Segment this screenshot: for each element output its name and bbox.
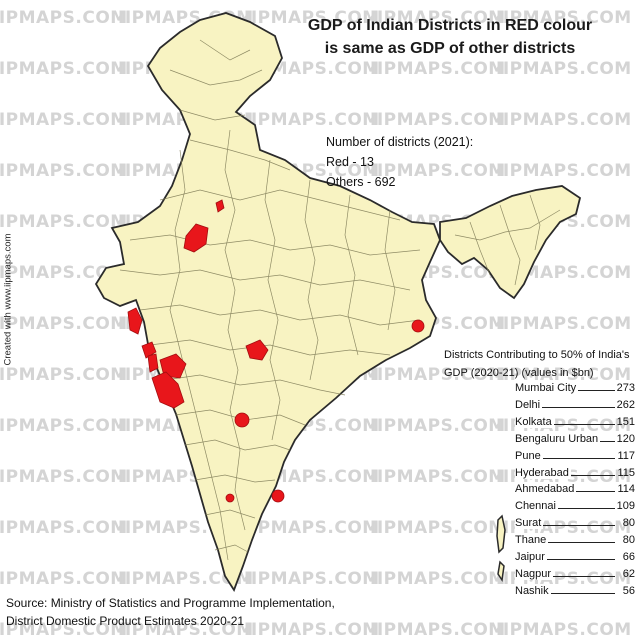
legend-item-name: Delhi — [515, 398, 543, 411]
legend-item: Delhi 262 — [515, 398, 635, 415]
legend-leader-line — [515, 575, 615, 577]
legend-item-value: 56 — [622, 584, 635, 597]
legend-item-value: 120 — [616, 432, 635, 445]
legend-item: Bengaluru Urban 120 — [515, 432, 635, 449]
district-counts: Number of districts (2021): Red - 13 Oth… — [326, 132, 473, 192]
legend-item: Kolkata 151 — [515, 415, 635, 432]
legend-leader-line — [515, 406, 615, 408]
kolkata-district — [411, 319, 425, 333]
mainland-outline — [94, 12, 441, 592]
legend-item: Thane 80 — [515, 534, 635, 550]
legend-item: Chennai 109 — [515, 500, 635, 516]
northeast-outline — [439, 185, 582, 300]
pune-district — [151, 371, 185, 409]
source-note: Source: Ministry of Statistics and Progr… — [6, 594, 335, 630]
legend-item-name: Kolkata — [515, 415, 554, 428]
ahmedabad-district — [127, 307, 143, 335]
legend-item-value: 117 — [617, 449, 635, 462]
surat-district — [141, 341, 157, 359]
legend-title: Districts Contributing to 50% of India's… — [444, 346, 640, 382]
legend-item-value: 109 — [616, 500, 635, 513]
mumbai-thane-district — [147, 353, 159, 373]
legend-item-name: Pune — [515, 449, 543, 462]
legend-leader-line — [515, 525, 615, 527]
legend-leader-line — [515, 457, 615, 459]
legend-item-name: Nashik — [515, 584, 551, 597]
legend-item-name: Jaipur — [515, 551, 547, 563]
nagpur-district — [245, 339, 269, 361]
legend-item-value: 273 — [616, 382, 635, 394]
legend-item-value: 115 — [617, 466, 635, 479]
legend-title-line2: GDP (2020-21) (values in $bn) — [444, 367, 594, 379]
counts-red: Red - 13 — [326, 155, 374, 169]
legend-item-name: Ahmedabad — [515, 483, 577, 496]
legend-item: Hyderabad 115 — [515, 466, 635, 483]
andaman-islands — [496, 514, 506, 583]
map-title-line1: GDP of Indian Districts in RED colour — [307, 17, 593, 34]
legend-item-value: 66 — [622, 551, 635, 563]
source-line2: District Domestic Product Estimates 2020… — [6, 614, 245, 628]
counts-others: Others - 692 — [326, 175, 396, 189]
legend-item: Ahmedabad 114 — [515, 483, 635, 499]
legend-title-line1: Districts Contributing to 50% of India's — [444, 349, 630, 361]
legend-item: Nashik 56 — [515, 584, 635, 601]
legend-item: Jaipur 66 — [515, 551, 635, 567]
district-boundaries — [119, 39, 561, 561]
legend-item-name: Mumbai City — [515, 382, 579, 394]
legend-leader-line — [515, 508, 615, 510]
legend-item-name: Surat — [515, 517, 544, 530]
red-district-highlights — [127, 199, 425, 503]
legend-leader-line — [515, 559, 615, 560]
hyderabad-district — [234, 412, 250, 428]
source-line1: Source: Ministry of Statistics and Progr… — [6, 596, 335, 610]
legend-item: Surat 80 — [515, 517, 635, 533]
legend-item-value: 262 — [616, 398, 635, 411]
side-credit: Created with www.iipmaps.com — [2, 233, 14, 366]
map-landmass — [94, 12, 582, 592]
legend-item-value: 151 — [616, 415, 635, 428]
legend-item-name: Nagpur — [515, 567, 554, 580]
legend-item-name: Thane — [515, 534, 549, 547]
legend-item: Pune 117 — [515, 449, 635, 466]
legend-item-name: Bengaluru Urban — [515, 432, 601, 445]
legend-item-value: 80 — [622, 517, 635, 530]
legend-item: Nagpur 62 — [515, 567, 635, 584]
counts-heading: Number of districts (2021): — [326, 135, 474, 149]
legend-leader-line — [515, 542, 615, 544]
legend-item-value: 114 — [617, 483, 635, 496]
delhi-district — [215, 199, 225, 213]
bengaluru-urban-district — [225, 493, 235, 503]
legend-item-name: Hyderabad — [515, 466, 571, 479]
legend-item-value: 62 — [622, 567, 635, 580]
legend-item-value: 80 — [622, 534, 635, 547]
legend-leader-line — [515, 592, 615, 594]
jaipur-district — [183, 223, 209, 253]
legend-item: Mumbai City 273 — [515, 382, 635, 398]
map-title-line2: is same as GDP of other districts — [324, 40, 576, 57]
chennai-district — [271, 489, 285, 503]
legend-item-name: Chennai — [515, 500, 558, 513]
legend-leader-line — [515, 423, 615, 425]
